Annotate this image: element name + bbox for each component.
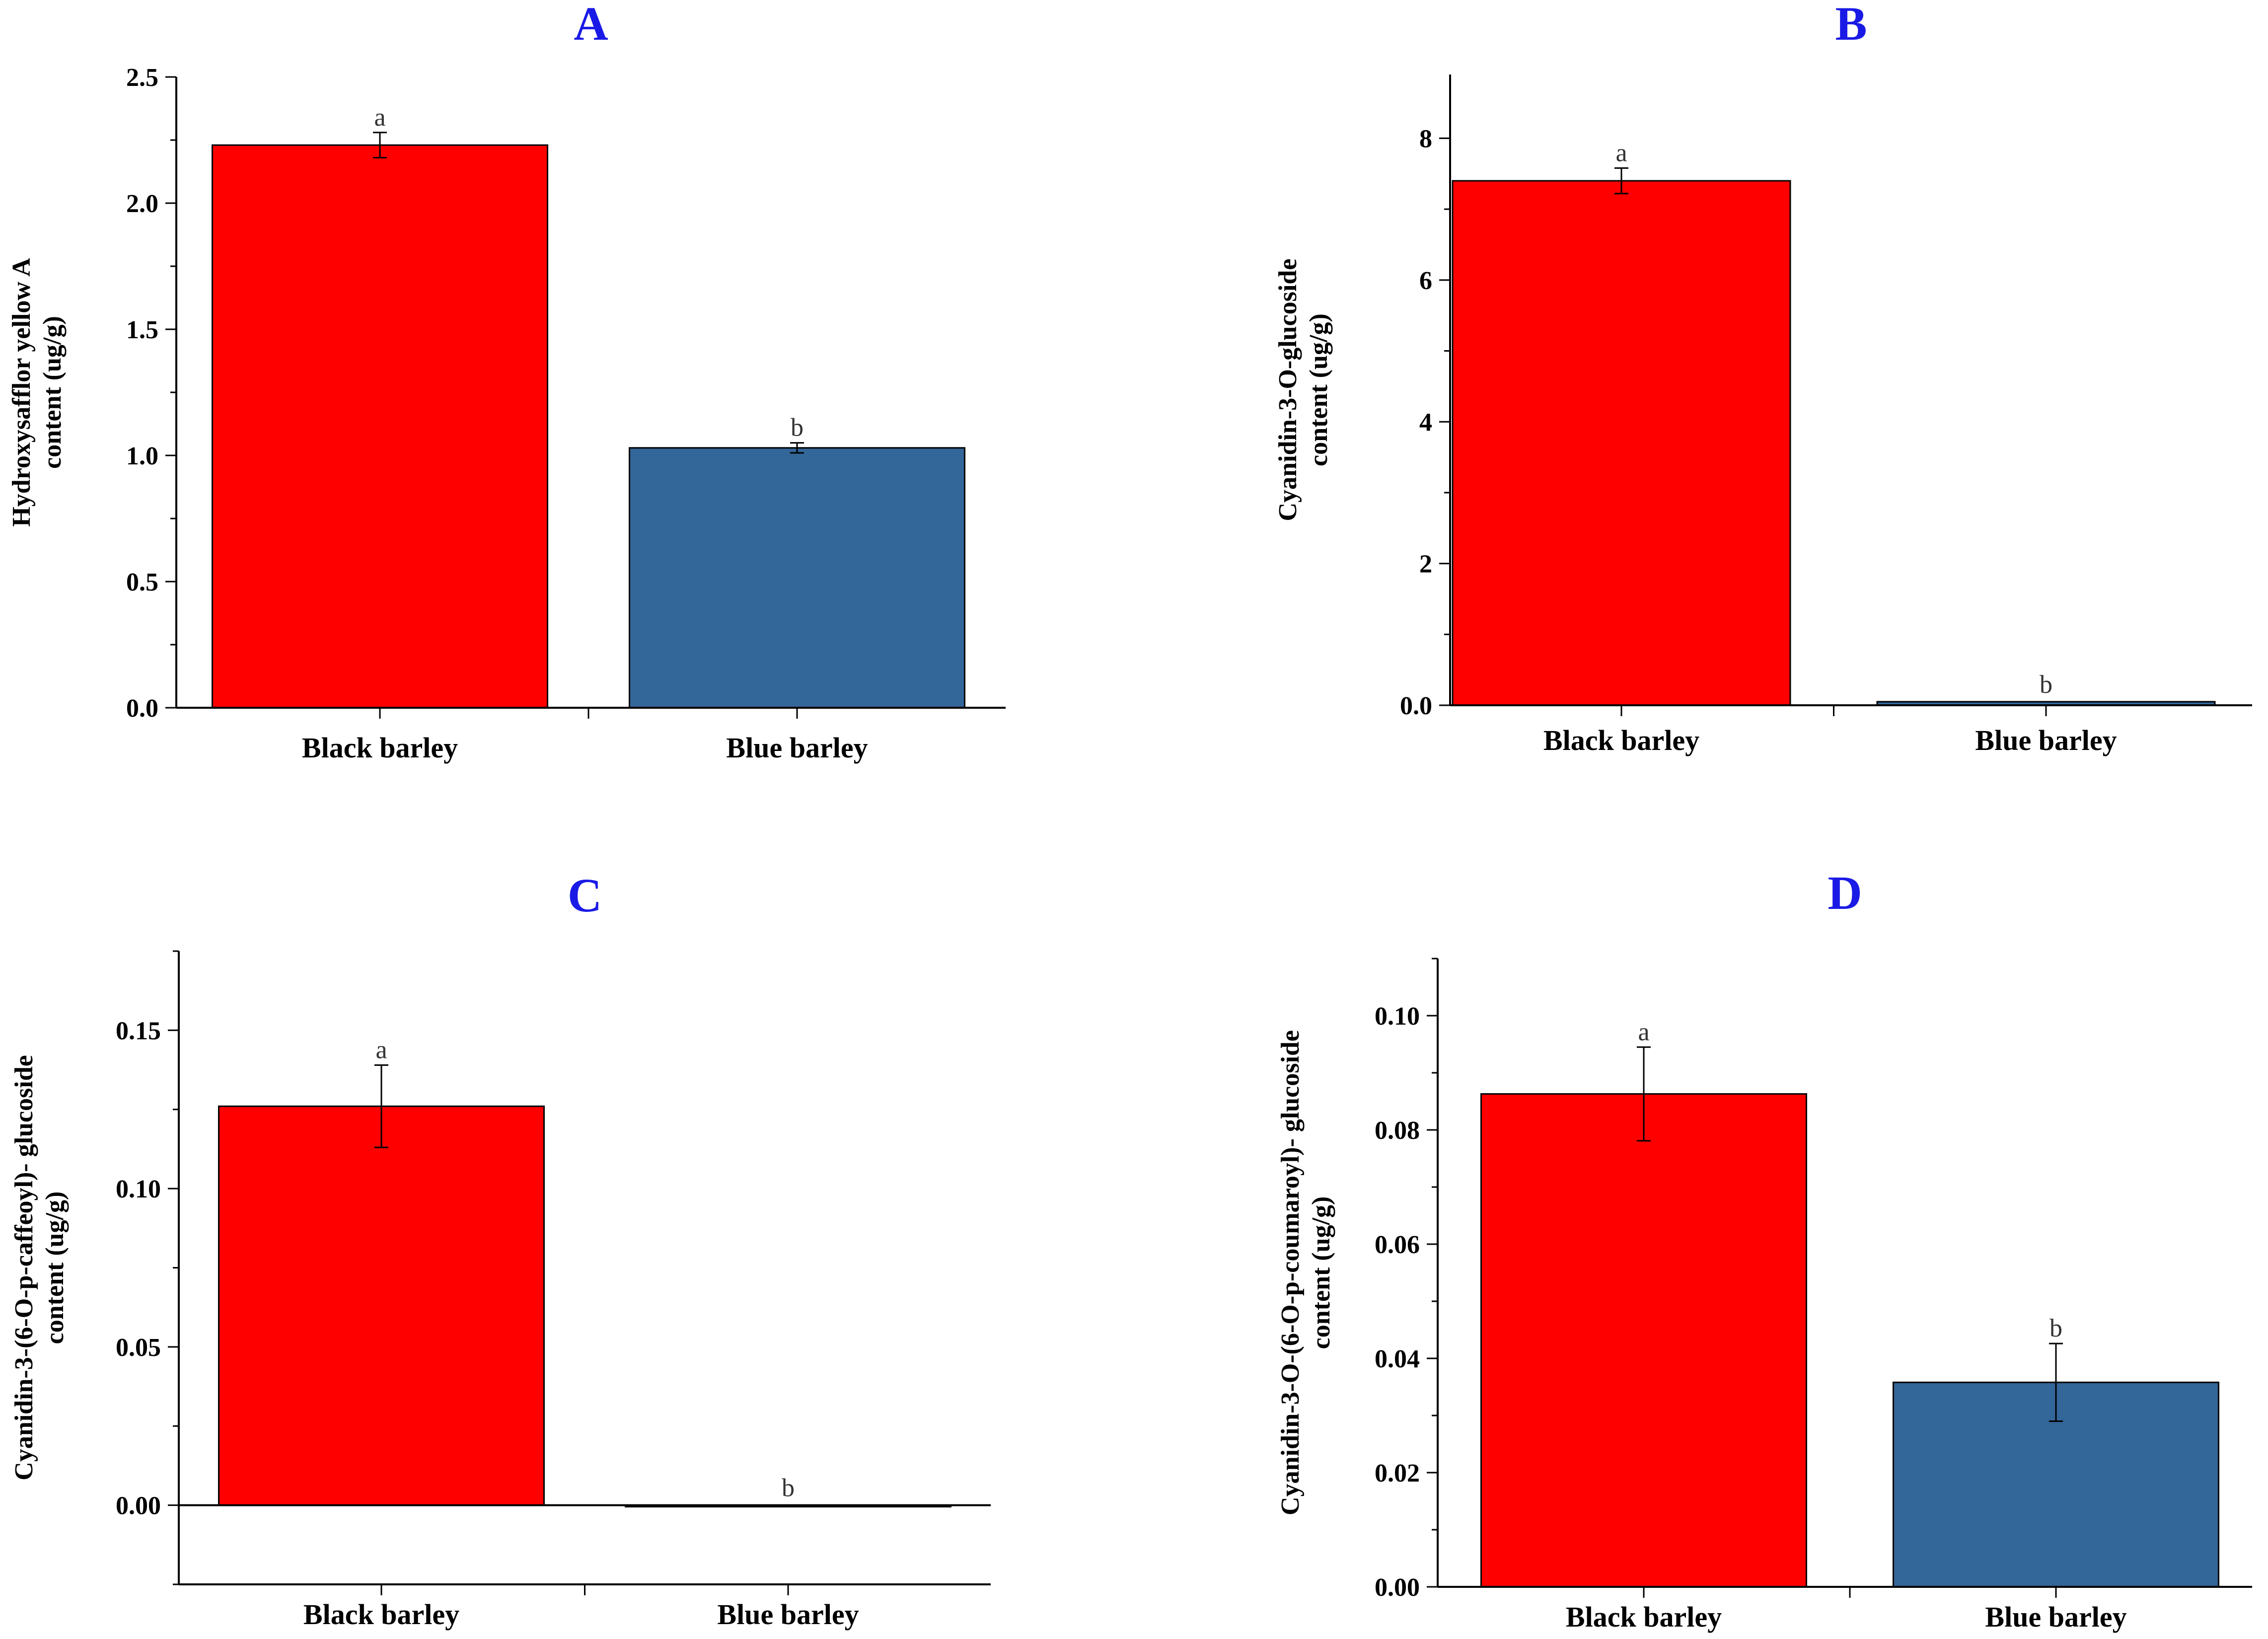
y-axis-label: content (ug/g) <box>41 1192 69 1344</box>
y-tick-label: 0.00 <box>1375 1573 1420 1602</box>
y-tick-label: 0.08 <box>1375 1117 1420 1145</box>
y-tick-label: 0.0 <box>1400 692 1432 720</box>
panel-d: Da Black barley b Blue barley 0.00 0.02 0.04 0.… <box>1276 866 2252 1633</box>
panel-b: Ba Black barley b Blue barley 0.0 2 4 6 8 Cyanidi… <box>1274 0 2252 756</box>
significance-label: a <box>375 1036 387 1064</box>
y-tick-label: 0.5 <box>126 568 158 596</box>
panel-title: C <box>568 869 602 922</box>
y-tick-label: 0.00 <box>116 1492 161 1520</box>
category-label: Black barley <box>303 1598 459 1631</box>
panel-title: A <box>574 0 608 50</box>
bar-black-barley <box>218 1105 545 1506</box>
category-label: Blue barley <box>726 732 868 764</box>
significance-label: b <box>782 1474 795 1502</box>
y-axis-label: Cyanidin-3-O-glucoside <box>1274 259 1302 522</box>
y-axis-label: Hydroxysafflor yellow A <box>7 258 36 527</box>
significance-label: a <box>1638 1018 1649 1046</box>
category-label: Black barley <box>1543 724 1699 756</box>
panel-title: D <box>1828 866 1862 919</box>
y-tick-label: 0.10 <box>116 1175 161 1203</box>
category-label: Blue barley <box>1975 724 2117 756</box>
significance-label: b <box>791 414 804 442</box>
category-label: Blue barley <box>1985 1601 2126 1633</box>
significance-label: a <box>1615 139 1627 167</box>
y-axis-label: content (ug/g) <box>1307 1196 1335 1349</box>
y-tick-label: 1.5 <box>126 316 158 344</box>
y-tick-label: 1.0 <box>126 442 158 470</box>
category-label: Blue barley <box>717 1598 859 1631</box>
y-tick-label: 0.02 <box>1375 1459 1420 1488</box>
category-label: Black barley <box>1566 1601 1722 1633</box>
y-tick-label: 2.5 <box>126 64 158 92</box>
y-axis-label: content (ug/g) <box>38 316 67 469</box>
y-tick-label: 0.0 <box>126 694 158 723</box>
y-tick-label: 0.15 <box>116 1017 161 1045</box>
y-tick-label: 0.04 <box>1375 1345 1420 1373</box>
y-axis-label: Cyanidin-3-(6-O-p-caffeoyl)- glucoside <box>10 1055 38 1480</box>
panel-title: B <box>1835 0 1867 50</box>
bar-black-barley <box>212 144 548 709</box>
y-tick-label: 0.10 <box>1375 1002 1420 1031</box>
y-tick-label: 6 <box>1419 267 1432 295</box>
significance-label: a <box>374 103 385 132</box>
bar-blue-barley <box>629 447 965 709</box>
y-axis-label: content (ug/g) <box>1305 313 1333 466</box>
y-tick-label: 8 <box>1419 125 1432 153</box>
panel-c: Ca Black barley b Blue barley 0.00 0.05 0.10 0.… <box>10 869 991 1631</box>
bar-black-barley <box>1480 1093 1807 1588</box>
y-tick-label: 2.0 <box>126 190 158 218</box>
y-tick-label: 0.05 <box>116 1334 161 1362</box>
significance-label: b <box>2040 670 2052 699</box>
y-tick-label: 4 <box>1419 408 1432 437</box>
significance-label: b <box>2049 1314 2062 1342</box>
y-axis-label: Cyanidin-3-O-(6-O-p-coumaroyl)- glucosid… <box>1276 1030 1305 1515</box>
y-tick-label: 0.06 <box>1375 1231 1420 1259</box>
bar-black-barley <box>1452 180 1791 706</box>
y-tick-label: 2 <box>1419 550 1432 579</box>
panel-a: Aa Black barley b Blue barley 0.0 0.5 1.0 1.5 2.… <box>7 0 1006 764</box>
category-label: Black barley <box>302 732 458 764</box>
